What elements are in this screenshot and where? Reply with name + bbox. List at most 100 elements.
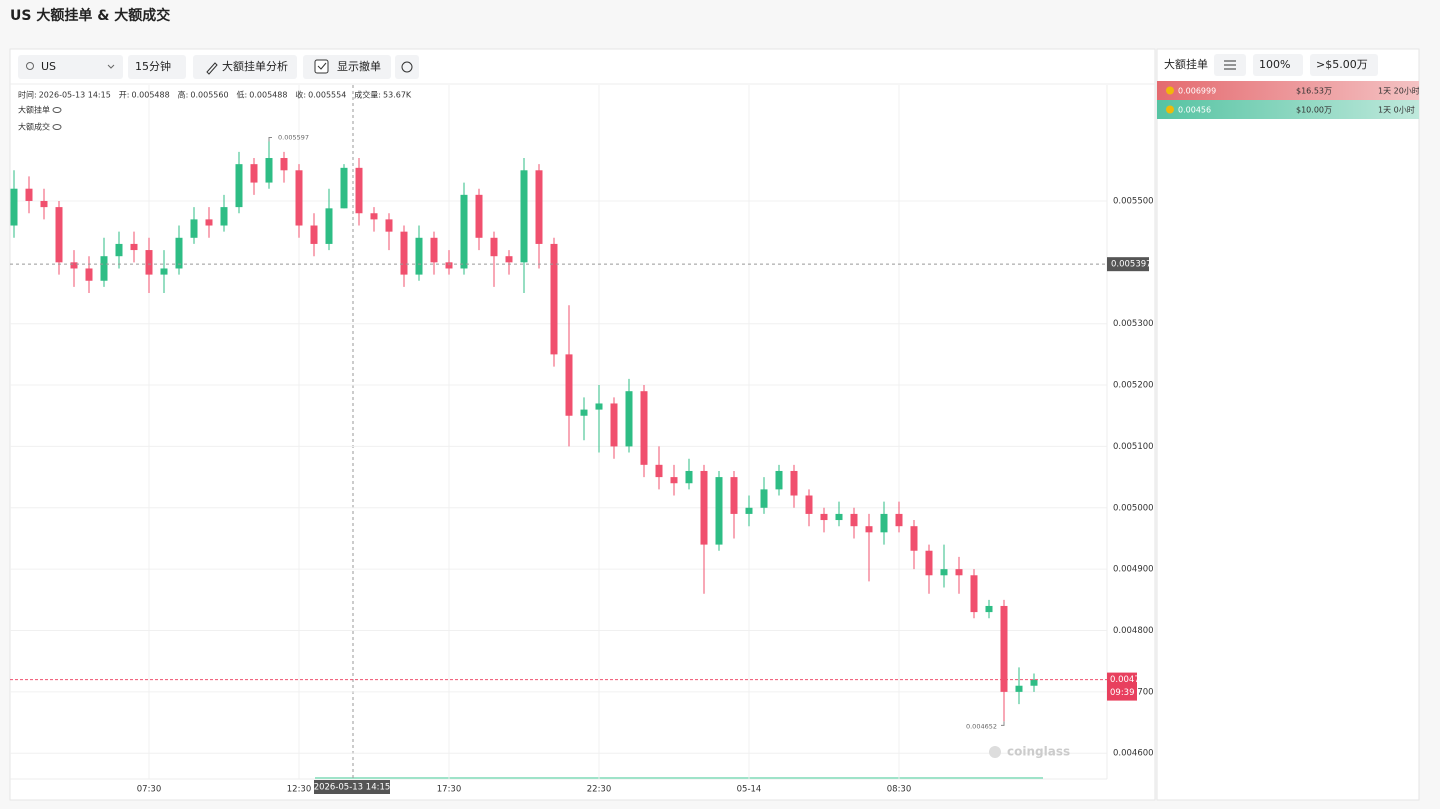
info-value: 53.67K <box>383 91 412 100</box>
y-tick-label: 0.005000 <box>1113 503 1154 513</box>
candle-body <box>865 526 873 533</box>
candle-body <box>520 170 528 263</box>
candle-body <box>460 194 468 269</box>
symbol: US <box>41 60 56 73</box>
candle-body <box>505 256 513 263</box>
candle-body <box>445 262 453 269</box>
check-mark <box>317 62 327 70</box>
info-value: 0.005554 <box>308 91 346 100</box>
candle-body <box>790 470 798 496</box>
symbol-select[interactable] <box>18 55 123 79</box>
percent: 100% <box>1259 58 1290 71</box>
candle-body <box>1015 685 1023 692</box>
legend-entry: 大额挂单 <box>18 105 50 115</box>
candle-body <box>715 477 723 545</box>
x-tick-label: 17:30 <box>437 785 462 795</box>
candle-body <box>685 470 693 484</box>
candle-body <box>655 464 663 478</box>
candle-body <box>820 513 828 521</box>
candle-body <box>220 207 228 226</box>
y-tick-label: 0.004800 <box>1113 626 1154 636</box>
info-label: 高: <box>178 90 189 100</box>
info-value: 0.005488 <box>249 91 287 100</box>
exchange-icon <box>1166 86 1174 95</box>
candle-body <box>295 170 303 226</box>
candle-body <box>670 477 678 484</box>
settings-icon <box>401 61 413 73</box>
candle-body <box>490 237 498 257</box>
eye-icon <box>52 107 62 113</box>
y-tick-label: 0.005300 <box>1113 319 1154 329</box>
candle-body <box>970 575 978 613</box>
order-amount: $10.00万 <box>1296 106 1332 115</box>
analysis-button[interactable] <box>193 55 297 79</box>
candle-body <box>640 391 648 465</box>
high-marker-line <box>268 136 272 142</box>
amount-select[interactable] <box>1310 54 1378 76</box>
candle-body <box>610 403 618 447</box>
candle-body <box>1030 679 1038 686</box>
candle-body <box>160 268 168 275</box>
candle-body <box>370 213 378 220</box>
x-tick-label: 12:30 <box>287 785 312 795</box>
candle-body <box>310 225 318 244</box>
candle-body <box>700 470 708 545</box>
crosshair-time: 2026-05-13 14:15 <box>314 783 391 793</box>
pen-icon <box>206 62 218 75</box>
candle-body <box>385 219 393 232</box>
last-price: 0.004720 <box>1110 675 1151 685</box>
candle-body <box>25 188 33 201</box>
chart-panel <box>9 48 1156 801</box>
candle-body <box>100 256 108 281</box>
x-tick-label: 05-14 <box>737 785 762 795</box>
candle-body <box>730 477 738 514</box>
candle-body <box>10 188 18 226</box>
order-amount: $16.53万 <box>1296 87 1332 96</box>
settings-button[interactable] <box>395 55 419 79</box>
candle-body <box>985 605 993 613</box>
y-tick-label: 0.005500 <box>1113 196 1154 206</box>
last-price-box <box>1107 672 1137 701</box>
orders-panel <box>1156 48 1420 801</box>
info-label: 收: <box>295 90 306 100</box>
candle-body <box>265 158 273 183</box>
filter-icon <box>1224 60 1236 70</box>
search-icon <box>26 62 34 70</box>
checkbox[interactable] <box>314 59 329 74</box>
low-marker-line <box>1001 721 1005 726</box>
candle-body <box>850 513 858 527</box>
candle-body <box>325 208 333 244</box>
candle-body <box>430 237 438 263</box>
candle-body <box>40 200 48 208</box>
order-price: 0.006999 <box>1178 87 1216 96</box>
candle-body <box>745 507 753 514</box>
candle-body <box>625 391 633 447</box>
high-marker: 0.005597 <box>278 133 309 141</box>
candle-body <box>70 262 78 269</box>
analysis: 大额挂单分析 <box>222 59 288 73</box>
x-tick-label: 22:30 <box>587 785 612 795</box>
candle-body <box>760 489 768 508</box>
info-value: 2026-05-13 14:15 <box>39 91 111 100</box>
candle-body <box>925 550 933 576</box>
crosshair-price: 0.005397 <box>1111 260 1152 270</box>
candle-body <box>910 526 918 551</box>
info-value: 0.005560 <box>190 91 228 100</box>
low-marker: 0.004652 <box>966 722 997 730</box>
show-cancel: 显示撤单 <box>337 59 381 73</box>
order-price: 0.00456 <box>1178 106 1211 115</box>
order-age: 1天 0小时 <box>1378 105 1415 115</box>
info-label: 成交量: <box>354 90 381 100</box>
candle-body <box>400 231 408 275</box>
interval-select[interactable] <box>128 55 186 79</box>
candle-body <box>775 470 783 490</box>
order-row <box>1157 81 1419 100</box>
candle-body <box>895 513 903 527</box>
percent-select[interactable] <box>1253 54 1303 76</box>
candle-body <box>235 164 243 208</box>
candle-body <box>175 237 183 269</box>
candle-body <box>190 219 198 238</box>
interval: 15分钟 <box>135 59 171 73</box>
amount-filter: >$5.00万 <box>1316 58 1368 71</box>
